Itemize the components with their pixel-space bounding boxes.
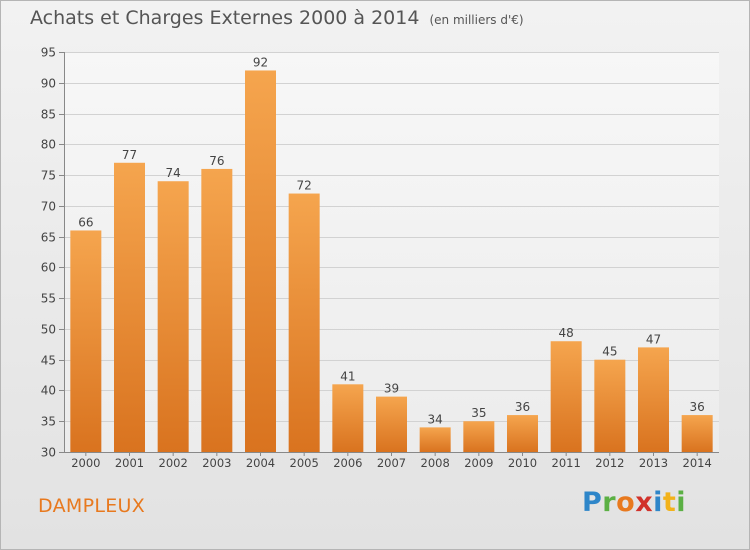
bar-value-label: 48 <box>559 326 574 340</box>
bar-value-label: 66 <box>78 215 93 229</box>
bar <box>507 415 538 452</box>
y-tick-label: 65 <box>41 231 56 245</box>
bar <box>463 421 495 452</box>
y-tick-label: 35 <box>41 415 56 429</box>
bar <box>201 168 233 452</box>
bar <box>681 415 713 452</box>
x-tick-label: 2006 <box>333 456 362 470</box>
x-tick-label: 2001 <box>115 456 144 470</box>
bar-value-label: 41 <box>340 369 355 383</box>
bar-value-label: 92 <box>253 55 268 69</box>
bar-value-label: 45 <box>602 345 617 359</box>
unit-label: (en milliers d'€) <box>429 13 524 27</box>
logo-letter: t <box>662 487 677 518</box>
y-tick-label: 55 <box>41 292 56 306</box>
chart-title: Achats et Charges Externes 2000 à 2014 (e… <box>30 7 524 29</box>
x-tick-label: 2013 <box>639 456 668 470</box>
logo-letter: i <box>676 487 687 518</box>
bar-value-label: 34 <box>428 412 443 426</box>
y-tick-label: 70 <box>41 200 56 214</box>
y-tick-label: 45 <box>41 354 56 368</box>
y-tick-label: 75 <box>41 169 56 183</box>
bar <box>419 427 451 452</box>
bar-value-label: 47 <box>646 332 661 346</box>
x-tick-label: 2011 <box>552 456 581 470</box>
y-tick-label: 50 <box>41 323 56 337</box>
x-tick-label: 2004 <box>246 456 275 470</box>
bar <box>157 181 189 452</box>
x-tick-label: 2005 <box>290 456 319 470</box>
x-tick-label: 2002 <box>159 456 188 470</box>
proxiti-logo: Proxiti <box>582 487 686 518</box>
bar <box>332 384 364 452</box>
y-tick-label: 90 <box>41 77 56 91</box>
x-tick-label: 2012 <box>595 456 624 470</box>
bar-value-label: 35 <box>471 406 486 420</box>
bar-value-label: 76 <box>209 154 224 168</box>
bar-value-label: 36 <box>515 400 530 414</box>
bar <box>638 347 669 452</box>
y-tick-label: 95 <box>41 46 56 60</box>
bar <box>594 359 626 452</box>
x-tick-label: 2003 <box>202 456 231 470</box>
x-tick-label: 2009 <box>464 456 493 470</box>
bar-value-label: 74 <box>166 166 181 180</box>
logo-letter: r <box>602 487 617 518</box>
bar <box>70 230 102 452</box>
x-tick-label: 2007 <box>377 456 406 470</box>
bar <box>288 193 320 453</box>
x-tick-label: 2000 <box>71 456 100 470</box>
bar <box>550 341 582 452</box>
x-tick-label: 2010 <box>508 456 537 470</box>
bar <box>114 162 145 452</box>
bar-value-label: 77 <box>122 148 137 162</box>
bar-value-label: 36 <box>690 400 705 414</box>
bar-value-label: 72 <box>297 179 312 193</box>
bar <box>376 396 407 452</box>
y-tick-label: 40 <box>41 384 56 398</box>
logo-letter: P <box>582 487 603 518</box>
commune-name: DAMPLEUX <box>38 495 146 517</box>
bar-value-label: 39 <box>384 382 399 396</box>
logo-letter: x <box>635 487 654 518</box>
logo-letter: o <box>616 487 636 518</box>
y-tick-label: 80 <box>41 138 56 152</box>
y-tick-label: 85 <box>41 108 56 122</box>
bar <box>245 70 276 452</box>
x-tick-label: 2014 <box>683 456 712 470</box>
logo-letter: i <box>653 487 663 518</box>
x-tick-label: 2008 <box>421 456 450 470</box>
title-text: Achats et Charges Externes 2000 à 2014 <box>30 7 420 29</box>
y-tick-label: 30 <box>41 446 56 460</box>
y-tick-label: 60 <box>41 261 56 275</box>
